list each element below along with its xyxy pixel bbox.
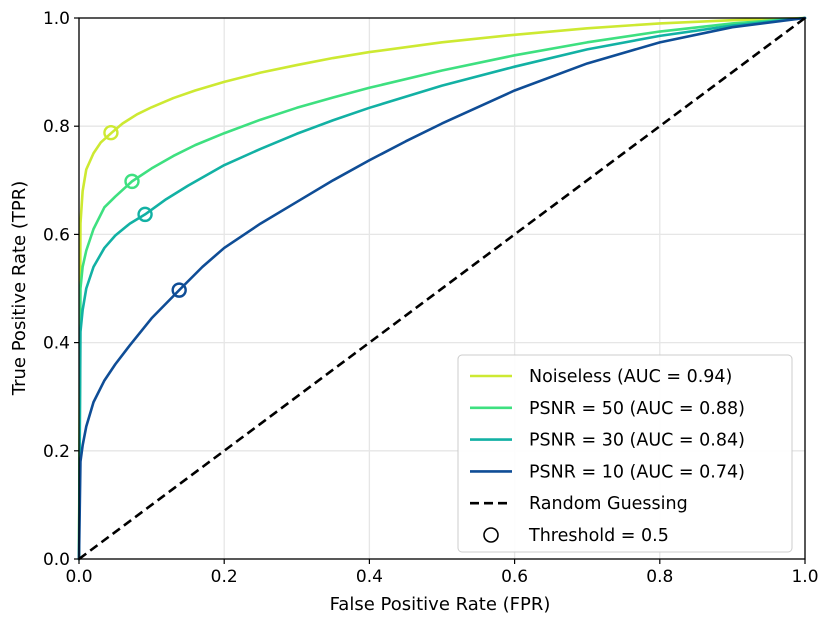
y-tick-label-5: 1.0	[43, 9, 70, 29]
roc-curve-0	[77, 16, 807, 561]
legend-label-series-1: PSNR = 50 (AUC = 0.88)	[529, 399, 745, 419]
y-tick-label-4: 0.8	[43, 117, 70, 137]
y-tick-label-2: 0.4	[43, 334, 70, 354]
roc-curve-2	[77, 16, 807, 561]
threshold-marker-1	[124, 173, 140, 190]
y-tick-label-1: 0.2	[43, 442, 70, 462]
legend-label-random-guessing: Random Guessing	[529, 494, 688, 514]
legend-swatch-threshold	[483, 527, 499, 543]
legend-label-series-3: PSNR = 10 (AUC = 0.74)	[529, 462, 745, 482]
x-tick-label-4: 0.8	[646, 567, 673, 587]
legend-label-series-0: Noiseless (AUC = 0.94)	[529, 367, 732, 387]
threshold-marker-2	[137, 206, 153, 223]
x-tick-label-0: 0.0	[65, 567, 92, 587]
threshold-marker-0	[103, 124, 119, 141]
series-layer	[77, 16, 807, 561]
random-guessing-line	[78, 16, 806, 561]
x-axis-label: False Positive Rate (FPR)	[330, 594, 551, 615]
legend-label-series-2: PSNR = 30 (AUC = 0.84)	[529, 431, 745, 451]
y-tick-label-3: 0.6	[43, 225, 70, 245]
x-tick-label-1: 0.2	[211, 567, 238, 587]
plot-frame	[78, 17, 806, 560]
x-tick-label-3: 0.6	[501, 567, 528, 587]
roc-curve-3	[77, 16, 807, 561]
legend-box	[457, 354, 793, 553]
y-axis-label: True Positive Rate (TPR)	[9, 181, 30, 396]
x-tick-label-2: 0.4	[356, 567, 383, 587]
legend-label-threshold: Threshold = 0.5	[528, 526, 669, 546]
x-tick-label-5: 1.0	[791, 567, 818, 587]
y-tick-label-0: 0.0	[43, 550, 70, 570]
ticks: 0.0 0.2 0.4 0.6 0.8 1.0 0.0 0.2 0.4 0.6 0.8 1.0	[43, 9, 819, 587]
threshold-marker-3	[171, 282, 187, 298]
roc-curve-1	[77, 16, 807, 561]
legend: Noiseless (AUC = 0.94) PSNR = 50 (AUC = 0…	[457, 354, 793, 553]
